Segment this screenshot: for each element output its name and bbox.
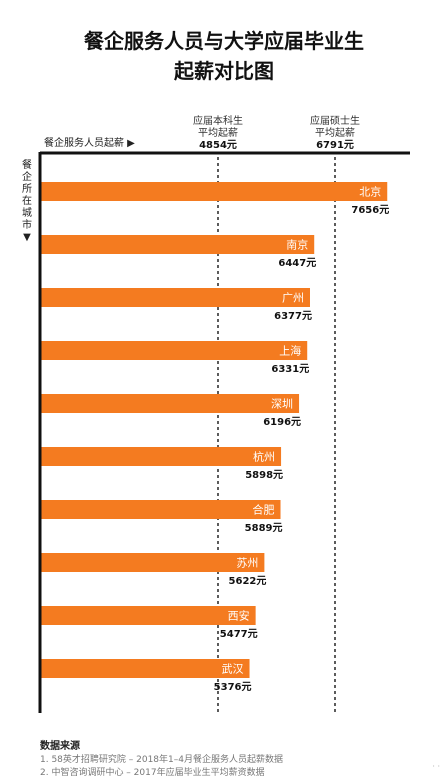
bar-value-label-10: 5376元: [214, 681, 252, 693]
sources-title: 数据来源: [40, 741, 80, 752]
chart-title-line2: 起薪对比图: [174, 59, 274, 83]
y-axis-label-char-7: ▼: [23, 232, 31, 243]
bar-8: [40, 553, 265, 572]
bar-category-label-3: 广州: [282, 292, 304, 305]
y-axis-label-char-2: 企: [22, 170, 32, 183]
bar-category-label-7: 合肥: [253, 503, 275, 517]
source-item-2: 2. 中智咨询调研中心 – 2017年应届毕业生平均薪资数据: [40, 768, 265, 778]
bar-category-label-9: 西安: [228, 609, 250, 623]
bar-2: [40, 235, 315, 254]
bar-value-label-4: 6331元: [271, 363, 309, 375]
bar-7: [40, 500, 281, 519]
bar-value-label-9: 5477元: [220, 628, 258, 640]
bar-category-label-6: 杭州: [253, 450, 275, 464]
x-axis-label: 餐企服务人员起薪 ▶: [44, 136, 135, 149]
bar-category-label-5: 深圳: [271, 398, 293, 411]
y-axis-label-char-4: 在: [22, 195, 32, 207]
bar-9: [40, 606, 256, 625]
reference-label-2-line1: 应届硕士生: [310, 114, 360, 127]
watermark: · ·: [432, 762, 440, 771]
bar-5: [40, 394, 300, 413]
reference-label-2-line2: 平均起薪: [315, 127, 355, 139]
bar-value-label-2: 6447元: [278, 257, 316, 269]
y-axis-label-char-5: 城: [22, 207, 32, 219]
bar-category-label-4: 上海: [279, 344, 301, 358]
bar-category-label-1: 北京: [359, 185, 381, 199]
y-axis-label-char-3: 所: [22, 183, 32, 195]
y-axis-label-char-1: 餐: [22, 158, 32, 171]
bar-3: [40, 288, 310, 307]
bar-value-label-7: 5889元: [245, 522, 283, 534]
bar-category-label-2: 南京: [286, 238, 308, 252]
chart-title: 餐企服务人员与大学应届毕业生 起薪对比图: [0, 26, 448, 86]
bar-10: [40, 659, 250, 678]
bar-1: [40, 182, 388, 201]
reference-label-1-line2: 平均起薪: [198, 127, 238, 139]
bar-value-label-8: 5622元: [229, 575, 267, 587]
bar-value-label-5: 6196元: [263, 416, 301, 428]
source-item-1: 1. 58英才招聘研究院 – 2018年1–4月餐企服务人员起薪数据: [40, 755, 283, 765]
bar-4: [40, 341, 308, 360]
bar-value-label-1: 7656元: [351, 204, 389, 216]
bar-6: [40, 447, 282, 466]
bar-value-label-3: 6377元: [274, 310, 312, 322]
y-axis-label-char-6: 市: [22, 218, 32, 231]
reference-label-1-line1: 应届本科生: [193, 114, 243, 127]
bar-category-label-10: 武汉: [222, 663, 244, 676]
bar-category-label-8: 苏州: [236, 557, 258, 570]
reference-value-1: 4854元: [199, 139, 237, 151]
reference-value-2: 6791元: [316, 139, 354, 151]
bar-value-label-6: 5898元: [245, 469, 283, 481]
chart-title-line1: 餐企服务人员与大学应届毕业生: [84, 29, 364, 53]
